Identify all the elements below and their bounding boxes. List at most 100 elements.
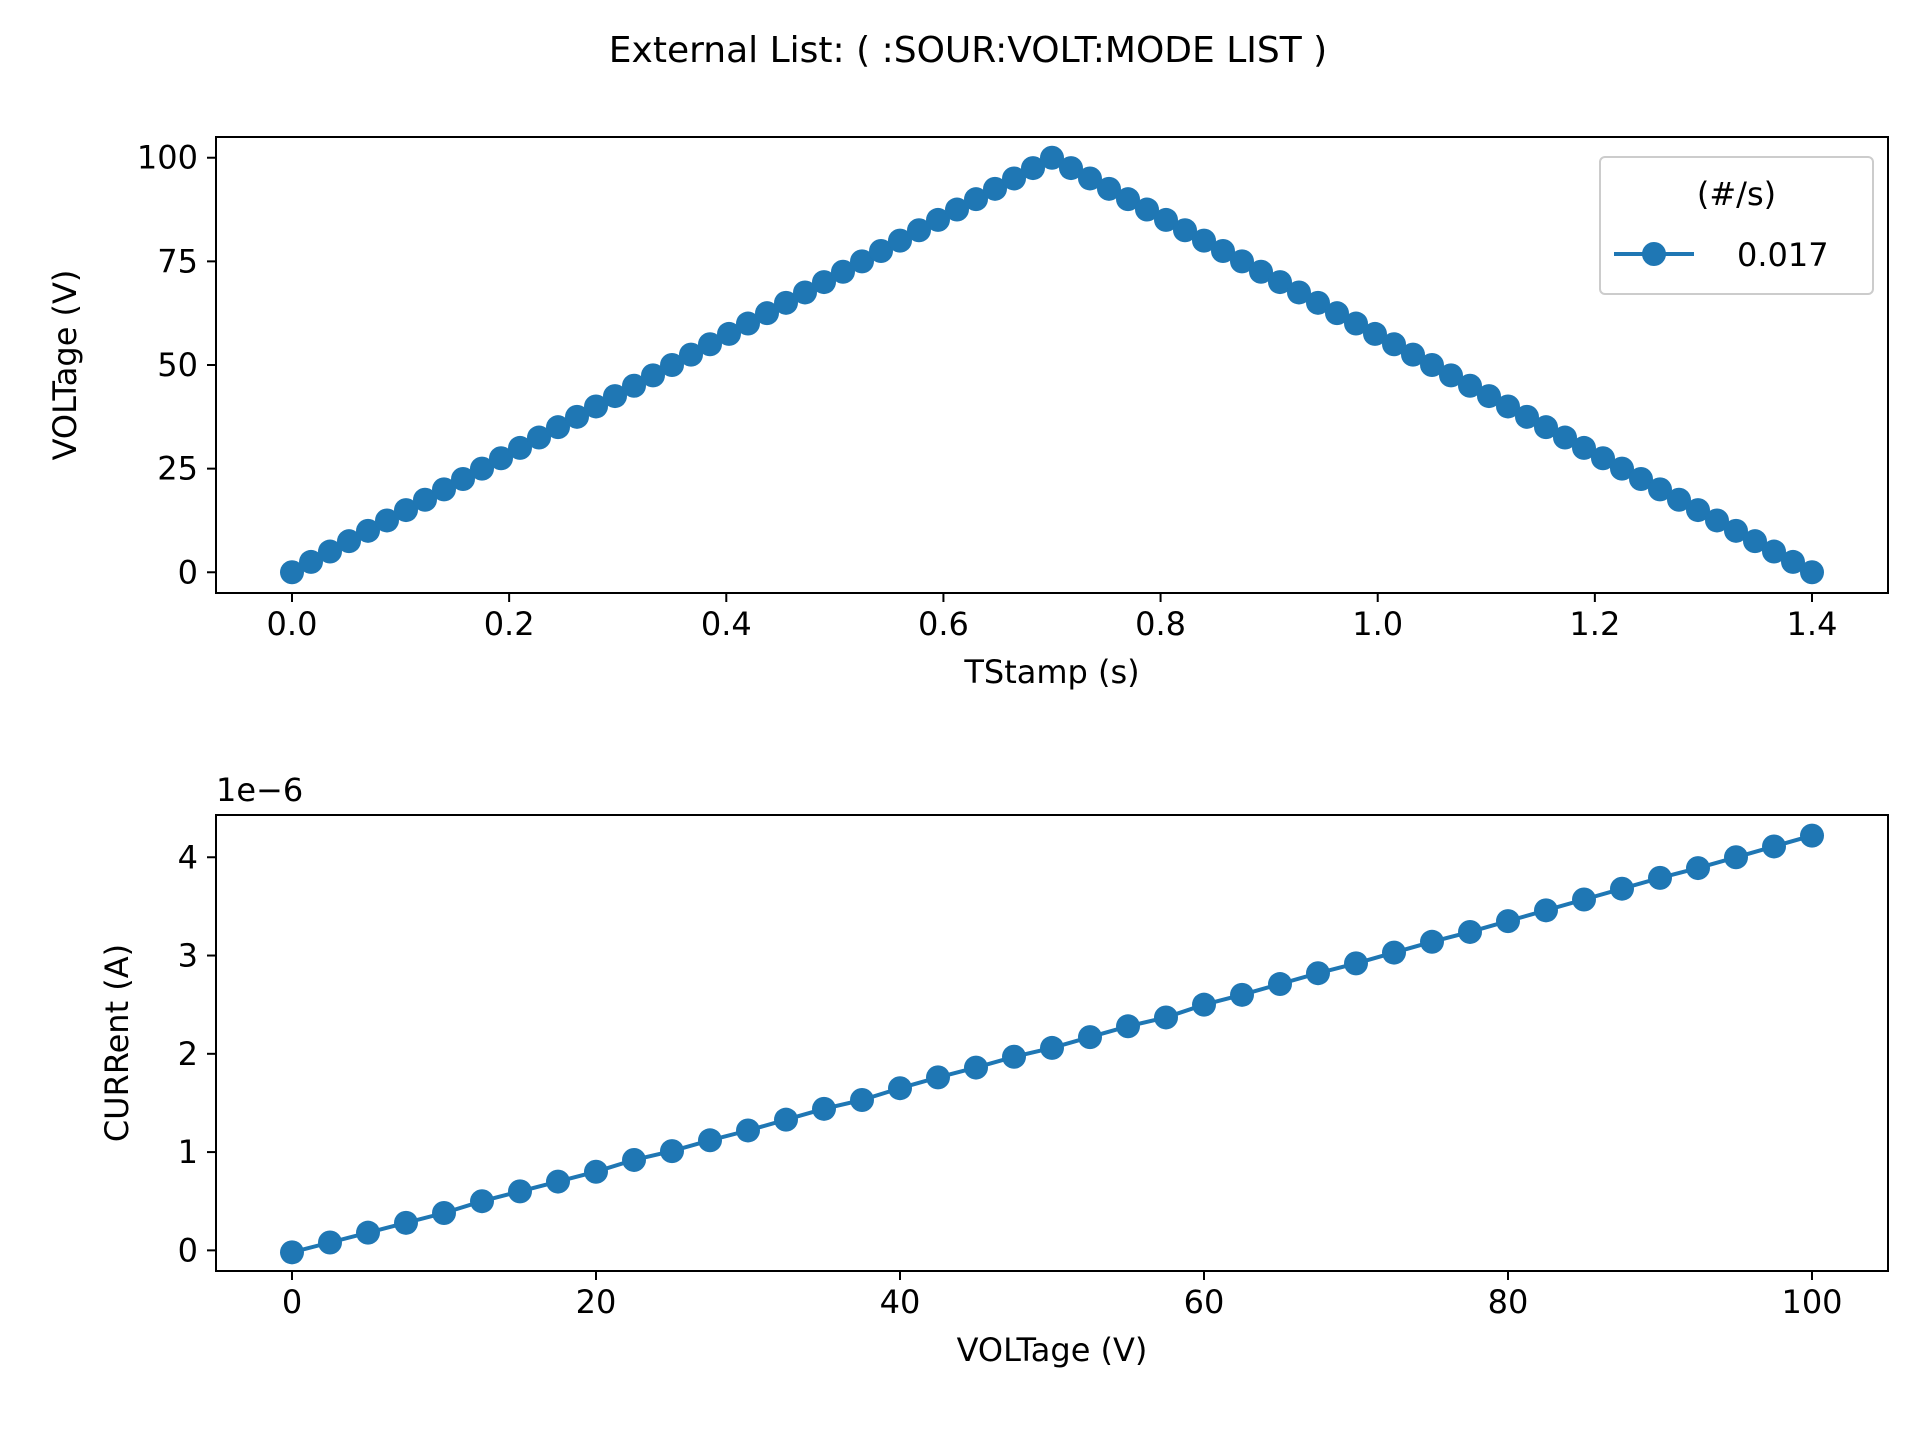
data-point [451, 467, 475, 491]
data-point [470, 1189, 494, 1214]
data-point [1154, 207, 1178, 232]
data-point [850, 249, 874, 274]
data-point [812, 1096, 836, 1121]
data-point [622, 373, 646, 398]
x-tick-label: 0.0 [267, 605, 318, 643]
data-point [850, 1088, 874, 1112]
data-point [1591, 446, 1615, 471]
data-point [1363, 321, 1387, 346]
legend-title: (#/s) [1697, 175, 1776, 213]
x-tick-label: 0.8 [1135, 605, 1186, 643]
data-point [1534, 898, 1558, 923]
data-point [1420, 353, 1444, 377]
data-point [1610, 876, 1634, 901]
data-point [945, 197, 969, 222]
data-point [1629, 467, 1653, 491]
data-point [1192, 992, 1216, 1017]
data-point [1002, 166, 1026, 191]
data-point [831, 259, 855, 284]
data-point [1686, 856, 1710, 881]
data-point [1458, 373, 1482, 398]
data-point [1686, 498, 1710, 523]
data-point [1211, 239, 1235, 263]
y-tick-label: 0 [178, 553, 198, 591]
legend: (#/s) 0.017 [1599, 156, 1874, 295]
data-point [1382, 332, 1406, 357]
y-tick-label: 25 [157, 450, 198, 488]
data-point [1078, 166, 1102, 191]
data-point [299, 549, 323, 574]
data-point [698, 332, 722, 357]
data-point [1344, 951, 1368, 976]
data-point [318, 1230, 342, 1255]
data-point [603, 384, 627, 409]
axes-frame [215, 814, 1889, 1272]
data-point [1743, 529, 1767, 554]
data-point [1762, 834, 1786, 859]
data-point [470, 456, 494, 481]
legend-frame [1599, 156, 1874, 295]
y-tick-label: 4 [178, 838, 198, 876]
data-point [926, 1065, 950, 1090]
data-point [1230, 249, 1254, 274]
data-point [1496, 394, 1520, 419]
data-point [584, 394, 608, 419]
data-point [641, 363, 665, 388]
data-point [1781, 549, 1805, 574]
data-point [546, 1169, 570, 1194]
data-point [1173, 218, 1197, 243]
data-point [1515, 404, 1539, 429]
data-point [1306, 961, 1330, 986]
x-tick-label: 20 [576, 1283, 617, 1321]
data-point [1439, 363, 1463, 388]
y-axis-label: VOLTage (V) [46, 270, 84, 461]
data-point [1572, 435, 1596, 460]
data-point [584, 1159, 608, 1184]
data-point [869, 239, 893, 263]
x-tick-label: 1.4 [1787, 605, 1838, 643]
data-point [318, 539, 342, 564]
data-point [812, 270, 836, 295]
data-point [394, 498, 418, 523]
x-tick-label: 1.2 [1569, 605, 1620, 643]
data-point [755, 301, 779, 326]
x-tick-label: 40 [880, 1283, 921, 1321]
data-point [1401, 342, 1425, 367]
data-point [1230, 982, 1254, 1007]
data-point [337, 529, 361, 554]
data-point [1572, 887, 1596, 912]
data-point [964, 1055, 988, 1080]
data-point [1325, 301, 1349, 326]
y-tick-label: 75 [157, 242, 198, 280]
data-point [1477, 384, 1501, 409]
data-point [1762, 539, 1786, 564]
data-point [660, 1139, 684, 1164]
data-point [1135, 197, 1159, 222]
data-point [698, 1128, 722, 1153]
data-point [1724, 845, 1748, 870]
data-point [356, 1220, 380, 1245]
data-point [280, 1240, 304, 1265]
y-tick-label: 50 [157, 346, 198, 384]
x-tick-label: 0.2 [484, 605, 535, 643]
data-point [1059, 156, 1083, 181]
data-point [774, 1107, 798, 1132]
data-point [1648, 477, 1672, 502]
series-line [291, 155, 1813, 575]
x-tick-label: 0 [282, 1283, 302, 1321]
data-point [1382, 940, 1406, 965]
data-point [1040, 1035, 1064, 1060]
data-point [356, 518, 380, 543]
data-point [1306, 290, 1330, 315]
x-tick-label: 80 [1488, 1283, 1529, 1321]
axis-offset-text: 1e−6 [216, 771, 303, 809]
data-point [1800, 560, 1824, 585]
data-point [527, 425, 551, 450]
y-tick-label: 100 [137, 139, 198, 177]
data-point [489, 446, 513, 471]
y-axis-label: CURRent (A) [98, 944, 136, 1142]
data-point [888, 228, 912, 253]
data-point [1268, 972, 1292, 997]
data-point [394, 1210, 418, 1235]
